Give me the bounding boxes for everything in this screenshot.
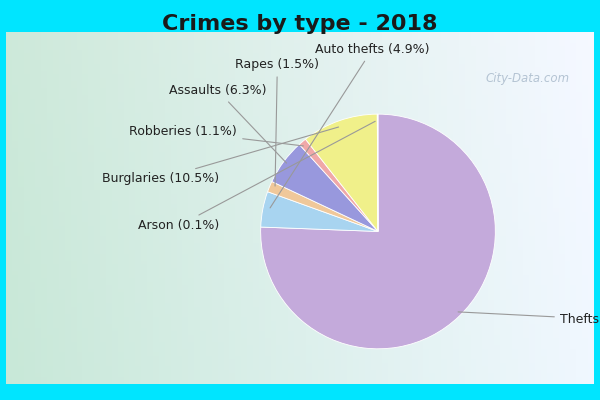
- Text: Arson (0.1%): Arson (0.1%): [139, 121, 375, 232]
- Wedge shape: [268, 182, 378, 232]
- Wedge shape: [272, 144, 378, 232]
- Text: Thefts (75.6%): Thefts (75.6%): [458, 312, 600, 326]
- Text: City-Data.com: City-Data.com: [486, 72, 570, 85]
- Wedge shape: [260, 114, 496, 349]
- Wedge shape: [261, 192, 378, 232]
- Text: Burglaries (10.5%): Burglaries (10.5%): [103, 127, 338, 185]
- Wedge shape: [377, 114, 378, 232]
- Wedge shape: [305, 114, 378, 232]
- Text: Robberies (1.1%): Robberies (1.1%): [130, 125, 304, 146]
- Text: Rapes (1.5%): Rapes (1.5%): [235, 58, 319, 186]
- Text: Crimes by type - 2018: Crimes by type - 2018: [162, 14, 438, 34]
- Text: Auto thefts (4.9%): Auto thefts (4.9%): [270, 43, 430, 208]
- Wedge shape: [299, 139, 378, 232]
- Text: Assaults (6.3%): Assaults (6.3%): [169, 84, 287, 163]
